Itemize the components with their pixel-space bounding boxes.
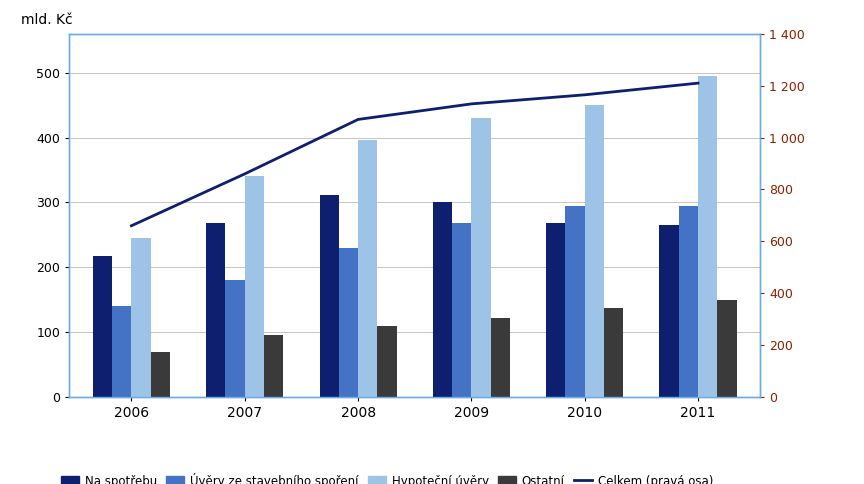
Bar [358,139,378,397]
Bar [565,206,585,397]
Bar [491,318,510,397]
Bar [93,256,112,397]
Bar [112,306,131,397]
Bar [378,326,397,397]
Bar [206,223,226,397]
Bar [698,76,717,397]
Bar [320,195,339,397]
Bar [604,308,623,397]
Bar [717,300,736,397]
Bar [433,202,452,397]
Bar [339,248,358,397]
Bar [585,105,604,397]
Bar [264,335,283,397]
Legend: Na spotřebu, Úvěry ze stavebního spoření, Hypoteční úvěry, Ostatní, Celkem (prav: Na spotřebu, Úvěry ze stavebního spoření… [56,468,718,484]
Bar [245,177,264,397]
Text: mld. Kč: mld. Kč [21,13,73,27]
Bar [226,280,245,397]
Bar [679,206,698,397]
Bar [131,238,150,397]
Bar [472,118,491,397]
Bar [546,223,565,397]
Bar [150,351,170,397]
Bar [452,223,472,397]
Bar [659,225,679,397]
